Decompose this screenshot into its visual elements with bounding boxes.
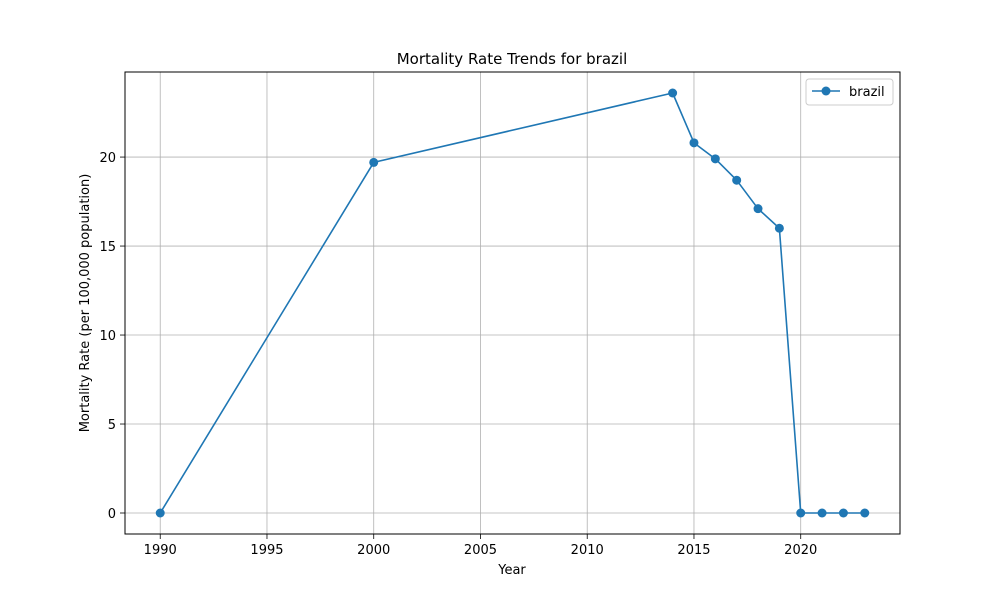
x-axis: 1990 1995 2000 2005 2010 2015 2020 <box>144 534 817 558</box>
y-tick-label: 20 <box>99 151 116 166</box>
y-axis-label: Mortality Rate (per 100,000 population) <box>78 174 93 433</box>
x-tick-label: 1995 <box>250 543 283 558</box>
data-point <box>860 508 870 518</box>
x-tick-label: 2005 <box>464 543 497 558</box>
y-tick-label: 0 <box>108 507 116 522</box>
chart-title: Mortality Rate Trends for brazil <box>397 50 628 68</box>
data-point <box>796 508 806 518</box>
legend-marker <box>821 86 831 96</box>
data-point <box>155 508 165 518</box>
grid-lines <box>125 72 900 534</box>
data-point <box>817 508 827 518</box>
data-point <box>689 138 699 148</box>
plot-area <box>124 71 901 535</box>
data-point <box>838 508 848 518</box>
x-tick-label: 2000 <box>357 543 390 558</box>
legend-label: brazil <box>849 85 885 100</box>
series-layer <box>155 88 870 518</box>
x-tick-label: 2015 <box>677 543 710 558</box>
data-point <box>710 154 720 164</box>
data-point <box>668 88 678 98</box>
y-tick-label: 15 <box>99 240 116 255</box>
legend-box <box>805 78 894 106</box>
data-point <box>369 157 379 167</box>
data-point <box>732 175 742 185</box>
data-point <box>774 223 784 233</box>
x-tick-label: 1990 <box>144 543 177 558</box>
y-axis: 0 5 10 15 20 <box>99 151 125 522</box>
series-line <box>159 92 865 514</box>
x-tick-label: 2010 <box>571 543 604 558</box>
x-axis-label: Year <box>497 563 526 578</box>
data-point <box>753 204 763 214</box>
legend: brazil <box>805 78 894 106</box>
y-tick-label: 5 <box>108 418 116 433</box>
y-tick-label: 10 <box>99 329 116 344</box>
x-tick-label: 2020 <box>784 543 817 558</box>
